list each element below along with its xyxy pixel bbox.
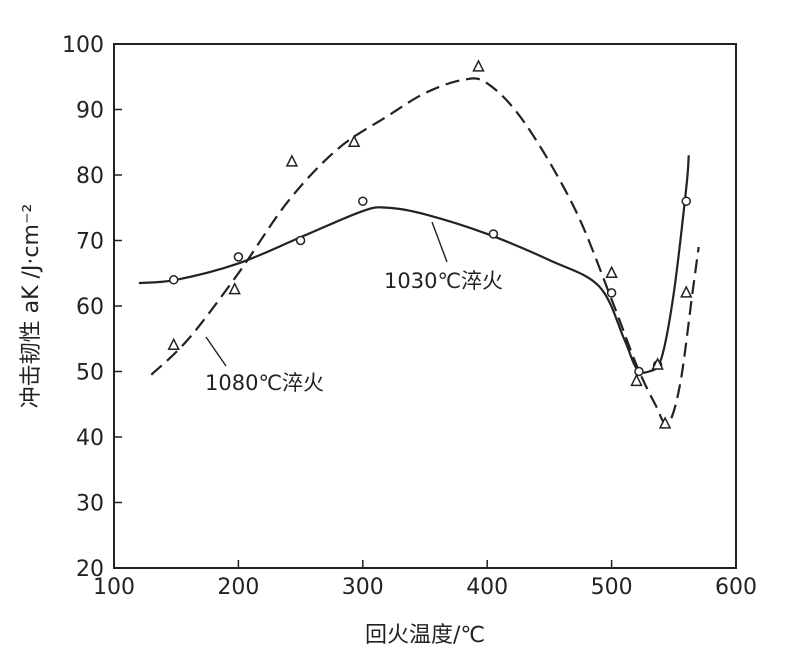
series-layer — [138, 77, 700, 426]
data-point-triangle — [658, 416, 672, 429]
annotation-leader-1030 — [431, 221, 448, 263]
series-line-1080 — [150, 77, 700, 426]
data-point-triangle — [605, 265, 618, 278]
annotation-label-1080: 1080℃淬火 — [205, 371, 324, 395]
data-point-circle — [488, 229, 499, 239]
y-tick-label: 30 — [76, 492, 104, 517]
data-point-triangle — [285, 154, 299, 167]
y-tick-label: 40 — [76, 426, 104, 451]
y-tick-label: 90 — [76, 99, 104, 124]
x-tick-label: 200 — [217, 575, 259, 600]
y-tick-label: 70 — [76, 230, 104, 255]
annotation-layer: 1030℃淬火 1080℃淬火 — [205, 221, 503, 395]
y-tick-label: 100 — [62, 33, 104, 58]
data-point-triangle — [228, 281, 241, 295]
x-axis-ticks: 100 200 300 400 500 600 — [93, 560, 757, 600]
y-tick-label: 20 — [76, 557, 104, 582]
data-point-triangle — [680, 285, 693, 298]
data-point-triangle — [630, 373, 643, 387]
marker-layer — [167, 59, 693, 429]
data-point-circle — [634, 366, 644, 377]
y-axis-title: 冲击韧性 aK /J·cm⁻² — [19, 204, 44, 409]
y-tick-label: 80 — [76, 164, 104, 189]
data-point-circle — [168, 275, 179, 285]
y-tick-label: 50 — [76, 361, 104, 386]
annotation-label-1030: 1030℃淬火 — [384, 269, 503, 293]
data-point-triangle — [472, 59, 485, 72]
x-tick-label: 400 — [466, 575, 508, 600]
data-point-circle — [295, 235, 306, 246]
y-axis-ticks: 20 30 40 50 60 70 80 90 100 — [62, 33, 122, 582]
plot-frame — [113, 43, 737, 569]
x-tick-label: 600 — [715, 575, 757, 600]
series-line-1030 — [138, 155, 690, 374]
annotation-leader-1080 — [205, 336, 227, 367]
data-point-circle — [358, 196, 368, 206]
x-axis-title: 回火温度/℃ — [365, 623, 485, 648]
x-tick-label: 500 — [591, 575, 633, 600]
data-point-triangle — [651, 357, 664, 370]
x-tick-label: 100 — [93, 575, 135, 600]
y-tick-label: 60 — [76, 295, 104, 320]
data-point-circle — [681, 196, 691, 206]
data-point-triangle — [167, 337, 180, 351]
x-tick-label: 300 — [342, 575, 384, 600]
data-point-circle — [233, 252, 244, 262]
data-point-circle — [606, 288, 617, 298]
data-point-triangle — [347, 134, 361, 147]
